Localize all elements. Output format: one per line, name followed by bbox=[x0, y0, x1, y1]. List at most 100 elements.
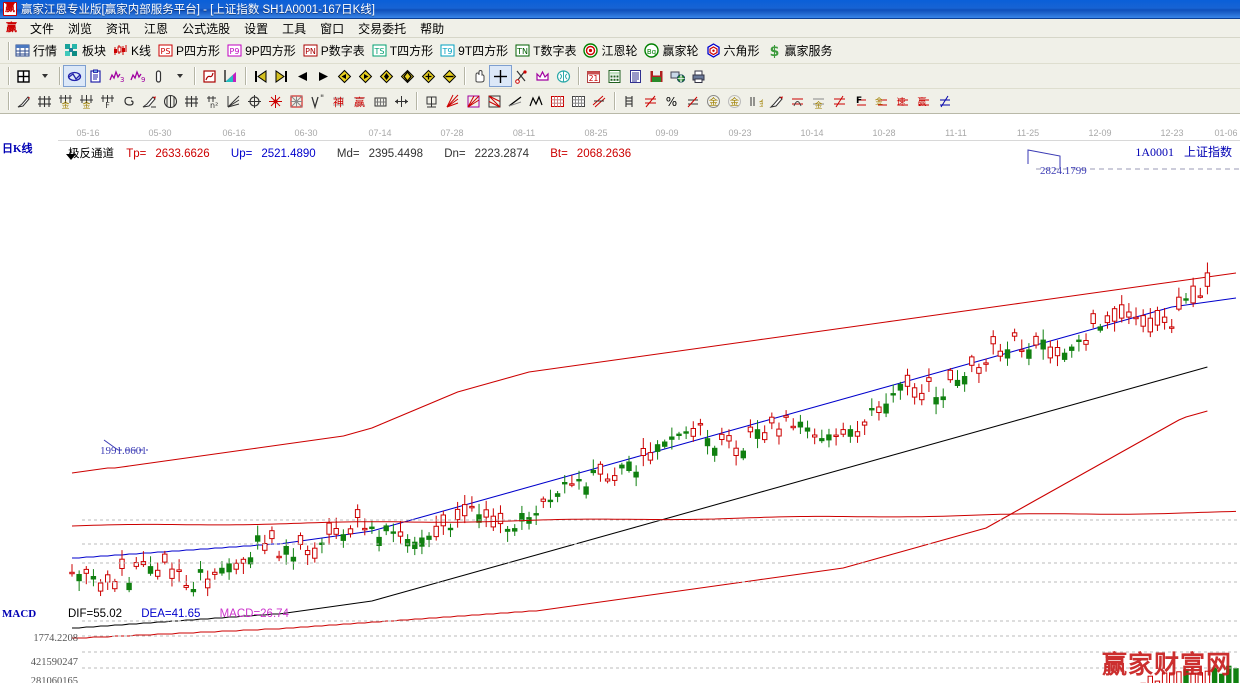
gold-bar-icon[interactable]: 金 bbox=[745, 91, 766, 111]
final-fan-icon[interactable] bbox=[934, 91, 955, 111]
box-fan-icon[interactable] bbox=[463, 91, 484, 111]
f-fan-icon[interactable]: F bbox=[850, 91, 871, 111]
menu-item-tools[interactable]: 工具 bbox=[282, 21, 307, 36]
toolbar-button-p-number-table[interactable]: PN P数字表 bbox=[301, 41, 370, 60]
star-burst-icon[interactable] bbox=[265, 91, 286, 111]
toolbar-button-sector[interactable]: 板块 bbox=[62, 41, 111, 60]
first-page-icon[interactable] bbox=[250, 66, 271, 86]
zoom-in-icon[interactable] bbox=[376, 66, 397, 86]
target-cross-icon[interactable] bbox=[244, 91, 265, 111]
f-grid-icon[interactable]: F bbox=[97, 91, 118, 111]
next-right-icon[interactable] bbox=[313, 66, 334, 86]
gold-fan2-icon[interactable]: 金 bbox=[871, 91, 892, 111]
gold-grid-a-icon[interactable]: 金 bbox=[55, 91, 76, 111]
spiral-icon[interactable] bbox=[118, 91, 139, 111]
fan-slash-icon[interactable] bbox=[829, 91, 850, 111]
toolbar-button-p-square[interactable]: PS P四方形 bbox=[156, 41, 225, 60]
clipboard-report-icon[interactable] bbox=[85, 66, 106, 86]
angle-fan-icon[interactable] bbox=[223, 91, 244, 111]
formula-edit-icon[interactable] bbox=[199, 66, 220, 86]
cylinder-icon[interactable] bbox=[148, 66, 169, 86]
grid-lines-icon[interactable] bbox=[34, 91, 55, 111]
ladder-icon[interactable] bbox=[619, 91, 640, 111]
zoom-out-icon[interactable] bbox=[397, 66, 418, 86]
printer-icon[interactable] bbox=[688, 66, 709, 86]
menu-item-news[interactable]: 资讯 bbox=[106, 21, 131, 36]
color-chart-icon[interactable] bbox=[220, 66, 241, 86]
menu-item-formula-screen[interactable]: 公式选股 bbox=[182, 21, 231, 36]
toolbar-button-winner-wheel[interactable]: Bq 赢家轮 bbox=[642, 41, 703, 60]
menu-item-file[interactable]: 文件 bbox=[30, 21, 55, 36]
crosshair-icon[interactable] bbox=[489, 65, 512, 87]
toolbar-button-t-square[interactable]: TS T四方形 bbox=[370, 41, 438, 60]
brain-icon[interactable] bbox=[553, 66, 574, 86]
toolbar-button-winner-service[interactable]: $ 赢家服务 bbox=[765, 41, 838, 60]
n2-power-icon[interactable]: n² bbox=[202, 91, 223, 111]
network-globe-icon[interactable] bbox=[667, 66, 688, 86]
calculator-icon[interactable] bbox=[604, 66, 625, 86]
fan-red-icon[interactable] bbox=[442, 91, 463, 111]
menu-item-trade[interactable]: 交易委托 bbox=[358, 21, 407, 36]
percent-strike-icon[interactable] bbox=[682, 91, 703, 111]
pen-tool-icon[interactable] bbox=[766, 91, 787, 111]
scissors-cut-icon[interactable] bbox=[511, 66, 532, 86]
menu-item-help[interactable]: 帮助 bbox=[420, 21, 445, 36]
boxed-web-icon[interactable] bbox=[286, 91, 307, 111]
zoom-left-icon[interactable] bbox=[334, 66, 355, 86]
square-anchor-icon[interactable] bbox=[421, 91, 442, 111]
toolbar-button-9t-square[interactable]: T9 9T四方形 bbox=[438, 41, 513, 60]
grid-dark-icon[interactable] bbox=[568, 91, 589, 111]
expand-icon[interactable] bbox=[418, 66, 439, 86]
pen-arrow-icon[interactable] bbox=[139, 91, 160, 111]
menu-item-gann[interactable]: 江恩 bbox=[144, 21, 169, 36]
toolbar-button-hexagon[interactable]: 六角形 bbox=[704, 41, 765, 60]
speed-fan-icon[interactable]: 速 bbox=[892, 91, 913, 111]
hand-pan-icon[interactable] bbox=[469, 66, 490, 86]
circle-grid-icon[interactable] bbox=[160, 91, 181, 111]
gold-fan-icon[interactable]: 金 bbox=[808, 91, 829, 111]
pen-draw-icon[interactable] bbox=[13, 91, 34, 111]
toolbar-button-quotes[interactable]: 行情 bbox=[13, 41, 62, 60]
menu-item-window[interactable]: 窗口 bbox=[320, 21, 345, 36]
indicator-9-icon[interactable]: 9 bbox=[127, 66, 148, 86]
grid-red-icon[interactable] bbox=[547, 91, 568, 111]
percent-slash-icon[interactable] bbox=[640, 91, 661, 111]
period-button[interactable] bbox=[13, 66, 34, 86]
chart-canvas[interactable] bbox=[0, 128, 1240, 683]
chart-area[interactable]: 05-16 05-30 06-16 06-30 07-14 07-28 08-1… bbox=[0, 128, 1240, 683]
menu-item-browse[interactable]: 浏览 bbox=[68, 21, 93, 36]
last-page-icon[interactable] bbox=[271, 66, 292, 86]
toolbar-button-9p-square[interactable]: P9 9P四方形 bbox=[225, 41, 301, 60]
ying-fan-icon[interactable]: 赢 bbox=[913, 91, 934, 111]
save-disk-icon[interactable] bbox=[646, 66, 667, 86]
angle-line-icon[interactable] bbox=[505, 91, 526, 111]
toolbar-button-gann-wheel[interactable]: 江恩轮 bbox=[581, 41, 642, 60]
overlay-compare-icon[interactable] bbox=[63, 65, 86, 87]
mesh-grid-icon[interactable] bbox=[370, 91, 391, 111]
cylinder-dropdown-caret[interactable] bbox=[169, 66, 190, 86]
parallel-lines-icon[interactable] bbox=[589, 91, 610, 111]
retrace-icon[interactable] bbox=[787, 91, 808, 111]
shen-char-icon[interactable]: 神 bbox=[328, 91, 349, 111]
gold-circle-a-icon[interactable]: 金 bbox=[703, 91, 724, 111]
zigzag-line-icon[interactable] bbox=[526, 91, 547, 111]
calendar-21-icon[interactable]: 21 bbox=[583, 66, 604, 86]
menu-item-settings[interactable]: 设置 bbox=[244, 21, 269, 36]
measure-arrows-icon[interactable] bbox=[391, 91, 412, 111]
gold-grid-b-icon[interactable]: 金 bbox=[76, 91, 97, 111]
toolbar-button-kline[interactable]: K线 bbox=[111, 41, 156, 60]
box-web-icon[interactable] bbox=[484, 91, 505, 111]
toolbar-button-t-number-table[interactable]: TN T数字表 bbox=[513, 41, 581, 60]
vshape-quote-icon[interactable]: " bbox=[307, 91, 328, 111]
indicator-3-icon[interactable]: 3 bbox=[106, 66, 127, 86]
period-dropdown-caret[interactable] bbox=[34, 66, 55, 86]
hash-lines-icon[interactable] bbox=[181, 91, 202, 111]
prev-left-icon[interactable] bbox=[292, 66, 313, 86]
shrink-icon[interactable] bbox=[439, 66, 460, 86]
ying-char-icon[interactable]: 赢 bbox=[349, 91, 370, 111]
percent-icon[interactable]: % bbox=[661, 91, 682, 111]
news-doc-icon[interactable] bbox=[625, 66, 646, 86]
crown-icon[interactable] bbox=[532, 66, 553, 86]
gold-circle-b-icon[interactable]: 金 bbox=[724, 91, 745, 111]
zoom-right-icon[interactable] bbox=[355, 66, 376, 86]
